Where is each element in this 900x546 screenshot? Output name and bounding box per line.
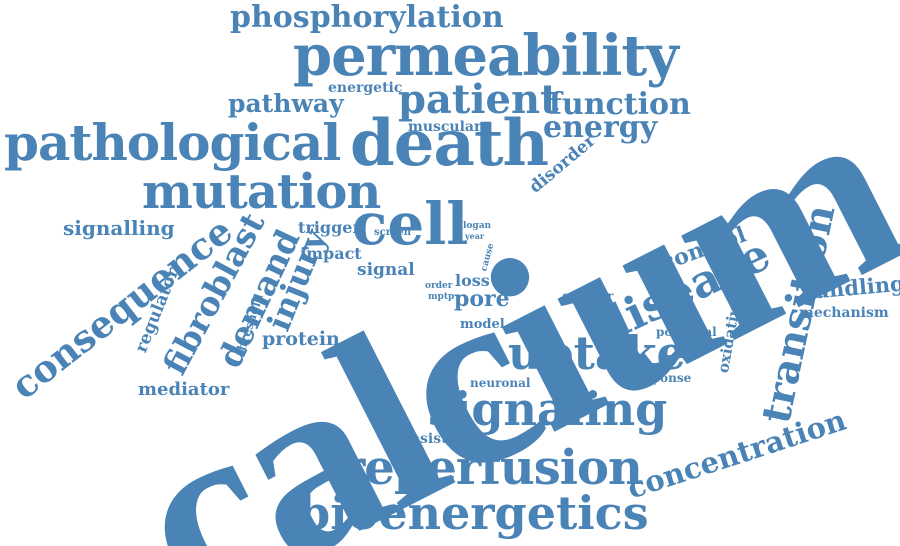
- word-phosphorylation: phosphorylation: [230, 0, 504, 35]
- word-cellular: cellular: [562, 289, 614, 303]
- word-model: model: [460, 317, 505, 332]
- word-patient: patient: [398, 76, 559, 123]
- word-loss: loss: [455, 271, 490, 290]
- word-potential: potential: [656, 325, 717, 339]
- word-reperfusion: reperfusion: [340, 440, 643, 496]
- word-signaling: signaling: [428, 382, 668, 436]
- word-trigger: trigger: [298, 218, 361, 237]
- word-bioenergetics: bioenergetics: [298, 486, 649, 540]
- word-death: death: [350, 106, 549, 181]
- word-consistent: consistent: [392, 431, 474, 447]
- word-neuronal: neuronal: [470, 376, 531, 390]
- word-impact: impact: [300, 244, 362, 263]
- word-permeability: permeability: [293, 23, 679, 89]
- word-mechanism: mechanism: [799, 305, 889, 321]
- word-pore: pore: [454, 286, 510, 312]
- word-uptake: uptake: [508, 326, 686, 380]
- word-mediator: mediator: [138, 379, 230, 400]
- word-pathological: pathological: [4, 113, 341, 172]
- word-muscular: muscular: [408, 119, 482, 135]
- word-response: response: [631, 371, 692, 385]
- word-logan: logan: [463, 221, 492, 231]
- word-mptp: mptp: [428, 292, 455, 302]
- word-function: function: [549, 87, 691, 122]
- word-order: order: [425, 281, 453, 291]
- word-year: year: [465, 231, 485, 241]
- word-signalling: signalling: [63, 216, 175, 240]
- word-energy: energy: [543, 110, 658, 145]
- word-energetic: energetic: [328, 80, 403, 96]
- word-protein: protein: [262, 328, 340, 350]
- word-signal: signal: [357, 260, 415, 280]
- word-cell: cell: [352, 190, 469, 258]
- word-mutation: mutation: [142, 164, 381, 220]
- word-screen: screen: [374, 227, 411, 238]
- word-pathway: pathway: [228, 89, 344, 118]
